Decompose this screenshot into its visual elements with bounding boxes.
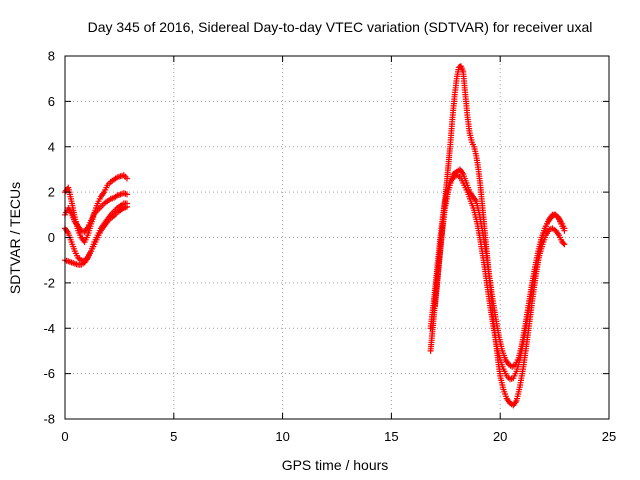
chart-title: Day 345 of 2016, Sidereal Day-to-day VTE… [88, 19, 593, 35]
grid-lines [65, 56, 609, 419]
x-tick-label: 15 [384, 429, 398, 444]
y-tick-label: -6 [43, 366, 55, 381]
data-series [62, 63, 568, 409]
x-axis-label: GPS time / hours [282, 457, 389, 473]
x-tick-label: 5 [170, 429, 177, 444]
axis-ticks: 0 5 10 15 20 25 -8 -6 -4 -2 0 2 4 6 8 [43, 49, 616, 445]
x-tick-label: 0 [61, 429, 68, 444]
y-tick-label: -8 [43, 412, 55, 427]
series-trace-g [431, 172, 568, 383]
y-tick-label: -2 [43, 275, 55, 290]
y-tick-label: -4 [43, 321, 55, 336]
y-tick-label: 2 [48, 185, 55, 200]
y-tick-label: 4 [48, 139, 55, 154]
y-tick-label: 0 [48, 230, 55, 245]
y-axis-label: SDTVAR / TECUs [7, 182, 23, 294]
data-point-markers [431, 172, 568, 383]
y-tick-label: 8 [48, 49, 55, 64]
x-tick-label: 25 [602, 429, 616, 444]
x-tick-label: 20 [493, 429, 507, 444]
y-tick-label: 6 [48, 94, 55, 109]
x-tick-label: 10 [275, 429, 289, 444]
